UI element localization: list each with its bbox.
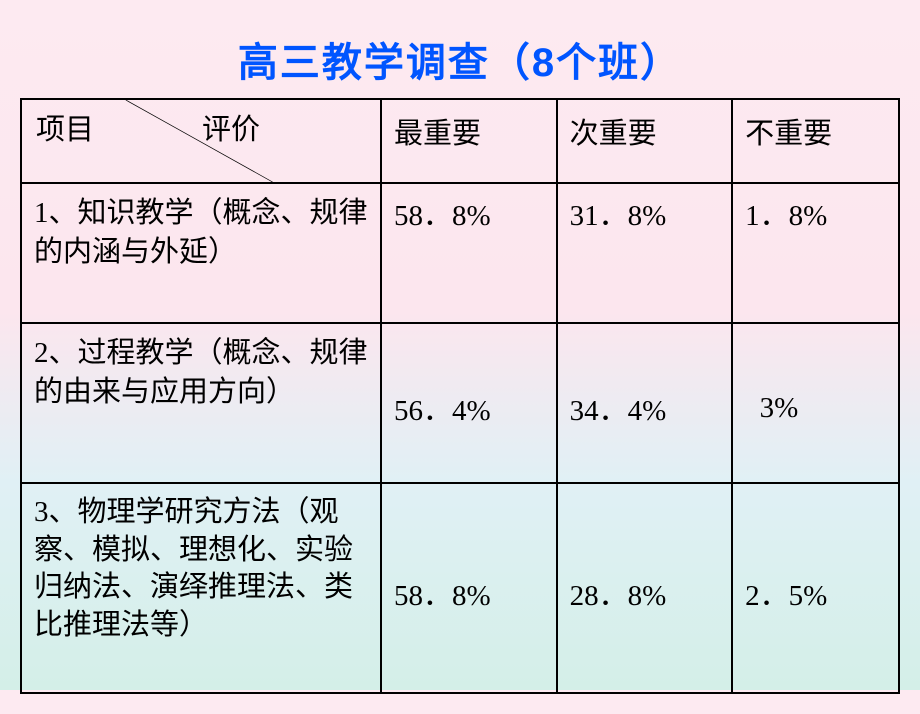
page-title: 高三教学调查（8个班） xyxy=(0,0,920,98)
row-most-value: 58．8% xyxy=(381,183,557,323)
table-container: 项目 评价 最重要 次重要 不重要 1、知识教学（概念、规律的内涵与外延） 58… xyxy=(0,98,920,714)
table-row: 1、知识教学（概念、规律的内涵与外延） 58．8% 31．8% 1．8% xyxy=(21,183,899,323)
row-most-value: 58．8% xyxy=(381,483,557,693)
row-second-value: 28．8% xyxy=(557,483,733,693)
row-not-value: 3% xyxy=(732,323,899,483)
header-row: 项目 评价 最重要 次重要 不重要 xyxy=(21,99,899,183)
row-second-value: 34．4% xyxy=(557,323,733,483)
row-second-value: 31．8% xyxy=(557,183,733,323)
row-most-value: 56．4% xyxy=(381,323,557,483)
survey-table: 项目 评价 最重要 次重要 不重要 1、知识教学（概念、规律的内涵与外延） 58… xyxy=(20,98,900,694)
row-not-value: 1．8% xyxy=(732,183,899,323)
header-not: 不重要 xyxy=(732,99,899,183)
row-item-label: 3、物理学研究方法（观察、模拟、理想化、实验归纳法、演绎推理法、类比推理法等） xyxy=(21,483,381,693)
header-second: 次重要 xyxy=(557,99,733,183)
table-row: 3、物理学研究方法（观察、模拟、理想化、实验归纳法、演绎推理法、类比推理法等） … xyxy=(21,483,899,693)
row-item-label: 2、过程教学（概念、规律的由来与应用方向） xyxy=(21,323,381,483)
header-diag-left: 项目 xyxy=(36,106,94,148)
row-not-value: 2．5% xyxy=(732,483,899,693)
table-row: 2、过程教学（概念、规律的由来与应用方向） 56．4% 34．4% 3% xyxy=(21,323,899,483)
row-item-label: 1、知识教学（概念、规律的内涵与外延） xyxy=(21,183,381,323)
header-diagonal-cell: 项目 评价 xyxy=(21,99,381,183)
header-diag-right: 评价 xyxy=(202,106,260,148)
header-most: 最重要 xyxy=(381,99,557,183)
